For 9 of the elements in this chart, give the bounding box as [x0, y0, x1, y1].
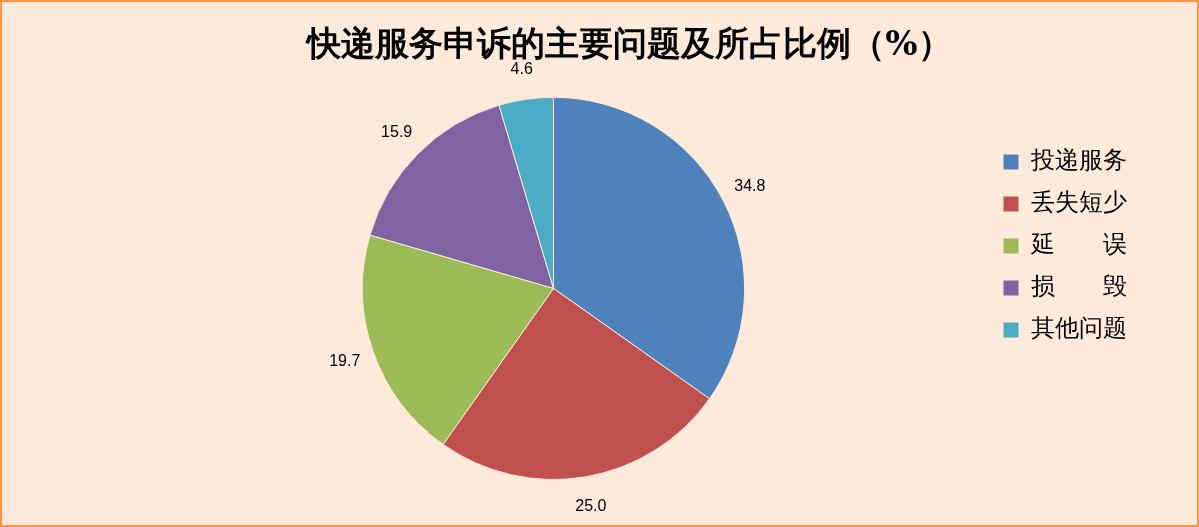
legend-label: 延 误 — [1030, 230, 1127, 259]
data-label: 15.9 — [381, 122, 413, 140]
legend-label: 损 毁 — [1031, 272, 1127, 301]
legend-label: 其他问题 — [1031, 314, 1127, 343]
legend-label: 丢失短少 — [1031, 188, 1127, 217]
legend-label: 投递服务 — [1030, 146, 1127, 175]
data-label: 25.0 — [575, 496, 607, 514]
data-label: 34.8 — [734, 177, 766, 195]
data-label: 19.7 — [329, 351, 361, 369]
